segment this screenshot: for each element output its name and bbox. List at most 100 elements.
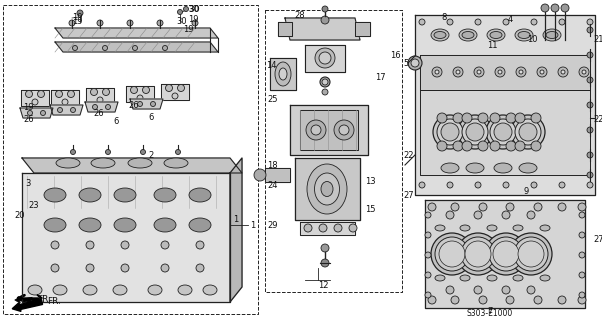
- Circle shape: [479, 203, 487, 211]
- Ellipse shape: [490, 119, 516, 145]
- Text: 17: 17: [375, 74, 386, 83]
- Ellipse shape: [485, 233, 527, 275]
- Circle shape: [334, 120, 354, 140]
- Ellipse shape: [113, 285, 127, 295]
- Circle shape: [70, 108, 75, 113]
- Ellipse shape: [189, 188, 211, 202]
- Polygon shape: [295, 158, 360, 220]
- Ellipse shape: [490, 31, 502, 38]
- Circle shape: [474, 67, 484, 77]
- Ellipse shape: [178, 285, 192, 295]
- Text: 21: 21: [593, 36, 602, 44]
- Circle shape: [462, 113, 472, 123]
- Ellipse shape: [437, 119, 463, 145]
- Circle shape: [77, 10, 83, 16]
- Circle shape: [166, 84, 173, 92]
- Circle shape: [502, 286, 510, 294]
- Circle shape: [150, 101, 155, 107]
- Circle shape: [516, 67, 526, 77]
- Circle shape: [105, 105, 111, 109]
- Circle shape: [140, 149, 146, 155]
- Polygon shape: [285, 18, 360, 40]
- Polygon shape: [300, 110, 358, 150]
- Circle shape: [447, 182, 453, 188]
- Text: 4: 4: [508, 15, 514, 25]
- Circle shape: [163, 45, 167, 51]
- Circle shape: [339, 125, 349, 135]
- Ellipse shape: [56, 158, 80, 168]
- Circle shape: [446, 211, 454, 219]
- Ellipse shape: [466, 123, 484, 141]
- Text: 19: 19: [183, 26, 193, 35]
- Circle shape: [184, 6, 188, 12]
- Circle shape: [495, 67, 505, 77]
- Circle shape: [587, 182, 593, 188]
- Ellipse shape: [493, 241, 519, 267]
- Polygon shape: [425, 200, 585, 308]
- Circle shape: [490, 141, 500, 151]
- Circle shape: [131, 86, 137, 93]
- Ellipse shape: [465, 241, 491, 267]
- Ellipse shape: [434, 31, 446, 38]
- Circle shape: [578, 296, 586, 304]
- Polygon shape: [305, 45, 345, 72]
- Circle shape: [559, 19, 565, 25]
- Ellipse shape: [441, 123, 459, 141]
- Ellipse shape: [514, 237, 548, 271]
- Circle shape: [453, 141, 463, 151]
- Text: FR.: FR.: [47, 298, 61, 307]
- Polygon shape: [270, 58, 296, 90]
- Ellipse shape: [510, 233, 552, 275]
- Ellipse shape: [314, 173, 340, 205]
- Polygon shape: [86, 88, 114, 104]
- Circle shape: [58, 108, 63, 113]
- Circle shape: [478, 141, 488, 151]
- Circle shape: [558, 296, 566, 304]
- Circle shape: [551, 4, 559, 12]
- Text: 1: 1: [233, 215, 238, 225]
- Ellipse shape: [44, 188, 66, 202]
- Ellipse shape: [487, 29, 505, 41]
- Polygon shape: [85, 102, 118, 112]
- Circle shape: [474, 286, 482, 294]
- Circle shape: [428, 203, 436, 211]
- Text: 22: 22: [403, 150, 414, 159]
- Circle shape: [178, 84, 184, 92]
- Ellipse shape: [458, 115, 492, 149]
- Circle shape: [587, 152, 593, 158]
- Text: 19: 19: [188, 15, 199, 25]
- Ellipse shape: [435, 225, 445, 231]
- Ellipse shape: [435, 237, 469, 271]
- Circle shape: [582, 70, 586, 74]
- Circle shape: [587, 102, 593, 108]
- Circle shape: [531, 141, 541, 151]
- Polygon shape: [55, 28, 218, 38]
- Ellipse shape: [28, 285, 42, 295]
- Circle shape: [102, 45, 108, 51]
- Ellipse shape: [462, 119, 488, 145]
- Circle shape: [540, 70, 544, 74]
- Ellipse shape: [486, 115, 520, 149]
- Ellipse shape: [128, 158, 152, 168]
- Circle shape: [456, 70, 460, 74]
- Circle shape: [86, 264, 94, 272]
- Text: 7: 7: [487, 308, 492, 316]
- Polygon shape: [22, 158, 242, 173]
- Circle shape: [527, 286, 535, 294]
- Circle shape: [587, 19, 593, 25]
- Ellipse shape: [519, 163, 537, 173]
- Circle shape: [69, 20, 75, 26]
- Ellipse shape: [154, 188, 176, 202]
- Circle shape: [453, 67, 463, 77]
- Polygon shape: [126, 86, 154, 102]
- Circle shape: [90, 89, 98, 95]
- Text: 11: 11: [487, 41, 497, 50]
- Circle shape: [559, 182, 565, 188]
- Circle shape: [437, 141, 447, 151]
- Circle shape: [315, 48, 335, 68]
- Text: 18: 18: [267, 161, 278, 170]
- Circle shape: [506, 296, 514, 304]
- Circle shape: [176, 149, 181, 155]
- Circle shape: [515, 113, 525, 123]
- Circle shape: [137, 95, 143, 101]
